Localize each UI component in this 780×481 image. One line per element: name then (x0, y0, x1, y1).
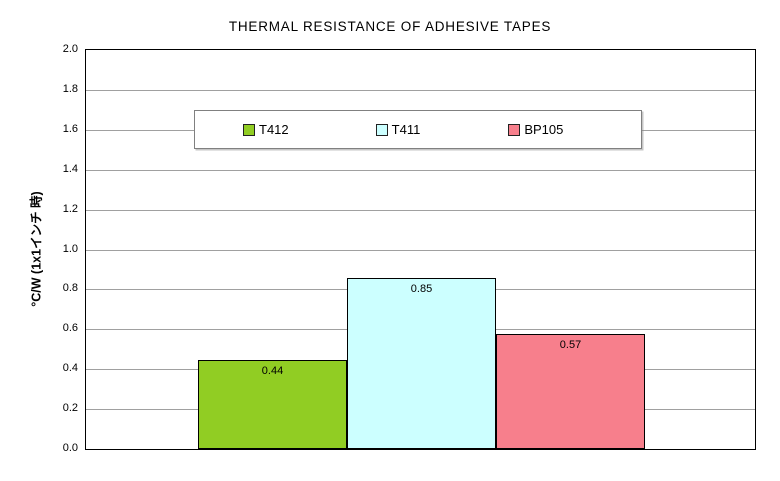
y-tick-label: 0.0 (62, 442, 78, 454)
chart-title: THERMAL RESISTANCE OF ADHESIVE TAPES (228, 19, 552, 34)
y-axis-ticks: 2.0 1.8 1.6 1.4 1.2 1.0 0.8 0.6 0.4 0.2 0.0 (0, 43, 78, 454)
y-tick-label: 2.0 (62, 43, 78, 55)
y-tick-label: 1.0 (62, 242, 78, 255)
y-tick-label: 0.6 (62, 322, 78, 335)
gridline (86, 169, 755, 171)
bar-value-label: 0.57 (559, 339, 582, 352)
legend-label-bp105: BP105 (524, 122, 564, 137)
y-tick-label: 0.2 (62, 402, 78, 415)
y-tick-label: 0.8 (62, 282, 78, 295)
y-tick-label: 1.6 (62, 122, 78, 135)
y-tick-label: 1.4 (62, 162, 78, 175)
legend-item-t411: T411 (375, 122, 509, 137)
legend-item-bp105: BP105 (508, 122, 641, 137)
legend-swatch-bp105 (508, 123, 521, 136)
bar-t412: 0.44 (198, 360, 347, 449)
legend: T412 T411 BP105 (194, 110, 642, 149)
gridline (86, 249, 755, 251)
legend-swatch-t411 (375, 123, 388, 136)
bar-bp105: 0.57 (496, 334, 645, 449)
y-tick-label: 1.8 (62, 82, 78, 95)
bar-value-label: 0.44 (261, 365, 284, 378)
legend-item-t412: T412 (243, 122, 376, 137)
legend-swatch-t412 (243, 123, 255, 136)
bar-value-label: 0.85 (410, 283, 433, 296)
y-tick-label: 1.2 (62, 202, 78, 215)
bar-t411: 0.85 (347, 278, 496, 449)
gridline (86, 209, 755, 211)
y-tick-label: 0.4 (62, 362, 78, 375)
legend-label-t412: T412 (259, 122, 289, 137)
legend-label-t411: T411 (391, 122, 421, 137)
gridline (86, 89, 755, 91)
